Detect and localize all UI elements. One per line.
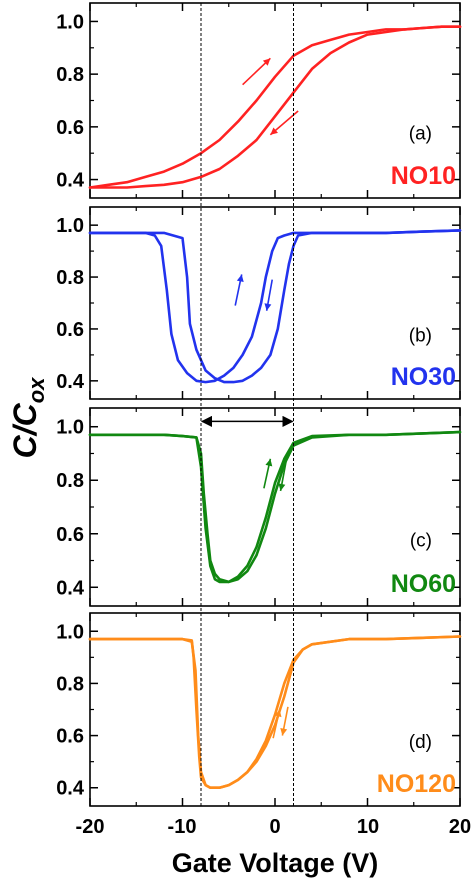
- x-axis-title: Gate Voltage (V): [172, 848, 379, 878]
- sweep-arrow-head: [274, 709, 282, 718]
- y-tick-label: 0.6: [56, 117, 84, 139]
- panel-label: (a): [409, 124, 432, 145]
- sweep-arrow-head: [262, 58, 271, 66]
- y-tick-label: 0.6: [56, 524, 84, 546]
- y-tick-label: 1.0: [56, 417, 84, 439]
- y-tick-label: 1.0: [56, 11, 84, 33]
- y-tick-label: 0.4: [56, 170, 85, 192]
- sweep-arrow-head: [264, 303, 272, 311]
- panel-3: 0.4 0.6 0.8 1.0 (d) NO120: [56, 612, 462, 807]
- sample-label: NO60: [391, 570, 456, 598]
- y-axis-title: C/Cox: [7, 377, 49, 459]
- sweep-arrow-head: [236, 274, 244, 283]
- panel-0: 0.4 0.6 0.8 1.0 (a) NO10: [56, 2, 462, 199]
- x-tick-label: 10: [357, 816, 379, 838]
- series-line-up: [88, 430, 462, 584]
- panel-2: 0.4 0.6 0.8 1.0 (c) NO60: [56, 407, 462, 607]
- sample-label: NO10: [391, 162, 456, 190]
- y-tick-label: 0.4: [56, 778, 85, 800]
- sweep-arrow-head: [265, 458, 273, 467]
- panel-label: (d): [409, 732, 432, 753]
- panel-label: (b): [409, 325, 432, 346]
- series-line-down: [88, 430, 462, 584]
- y-tick-label: 1.0: [56, 215, 84, 237]
- series-line-down: [88, 229, 462, 384]
- y-tick-label: 0.4: [56, 371, 85, 393]
- y-tick-label: 0.8: [56, 470, 84, 492]
- series-line-up: [88, 229, 462, 384]
- x-tick-labels: -20 -10 0 10 20: [76, 816, 472, 838]
- sweep-arrow-head: [280, 728, 288, 736]
- reference-lines: [200, 3, 294, 806]
- x-tick-label: -10: [168, 816, 197, 838]
- y-tick-label: 0.8: [56, 64, 84, 86]
- x-tick-label: 20: [449, 816, 471, 838]
- y-tick-label: 0.6: [56, 726, 84, 748]
- x-tick-label: 0: [269, 816, 280, 838]
- series-line-up: [88, 635, 462, 789]
- y-tick-label: 0.6: [56, 319, 84, 341]
- y-tick-label: 0.4: [56, 577, 85, 599]
- y-tick-label: 0.8: [56, 673, 84, 695]
- panels-group: 0.40.60.81.0(a)NO100.40.60.81.0(b)NO300.…: [56, 2, 462, 807]
- series-line-down: [88, 25, 462, 189]
- y-tick-label: 1.0: [56, 621, 84, 643]
- y-tick-label: 0.8: [56, 267, 84, 289]
- panel-1: 0.4 0.6 0.8 1.0 (b) NO30: [56, 206, 462, 400]
- y-axis-title-subscript: ox: [24, 377, 49, 403]
- sweep-arrow-head: [270, 127, 278, 135]
- sweep-arrow-head: [278, 483, 286, 491]
- y-axis-title-main: C/C: [7, 402, 43, 458]
- sample-label: NO120: [377, 770, 456, 798]
- x-tick-label: -20: [76, 816, 105, 838]
- sample-label: NO30: [391, 363, 456, 391]
- panel-label: (c): [410, 531, 432, 552]
